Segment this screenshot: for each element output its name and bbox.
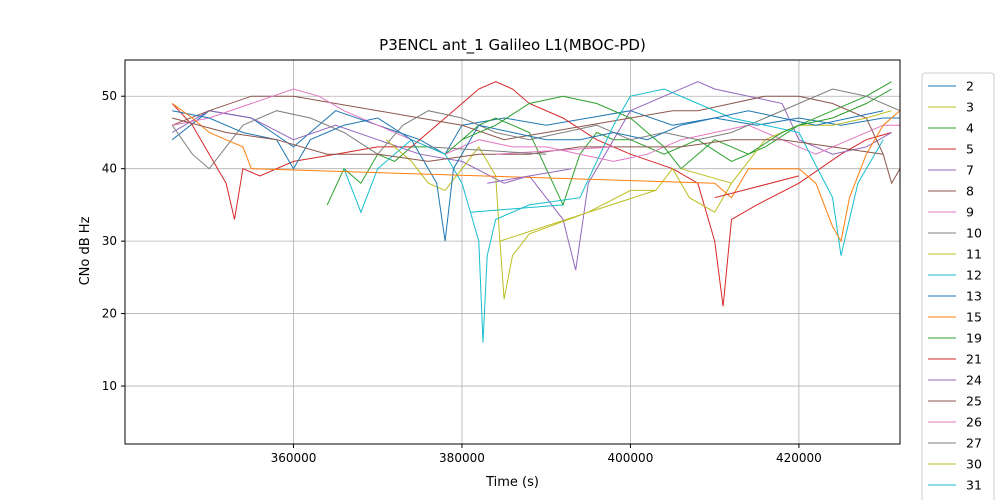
legend-box (921, 72, 995, 500)
legend-label-19: 19 (966, 331, 982, 346)
legend-label-24: 24 (966, 373, 982, 388)
legend-label-11: 11 (966, 247, 982, 262)
legend-label-21: 21 (966, 352, 982, 367)
series-line-25 (172, 117, 884, 162)
series-line-9 (172, 88, 900, 162)
series-line-2 (171, 110, 900, 155)
legend-label-overflow: 33 (966, 499, 982, 500)
series-line-19 (461, 88, 892, 170)
y-axis-label: CNo dB Hz (78, 216, 93, 285)
legend-label-3: 3 (966, 100, 974, 115)
series-line-4 (326, 81, 892, 207)
series-line-24 (487, 168, 572, 184)
plot-area (124, 59, 901, 445)
y-tick-label: 10 (102, 379, 117, 393)
y-tick-label: 40 (102, 162, 117, 176)
series-line-15 (171, 103, 901, 243)
series-line-7 (171, 81, 892, 271)
y-tick-label: 50 (102, 89, 117, 103)
legend-label-15: 15 (966, 310, 982, 325)
legend-label-12: 12 (966, 268, 982, 283)
series-line-31 (470, 204, 564, 213)
series-line-27 (428, 146, 547, 155)
series-line-30 (680, 168, 732, 184)
series-line-26 (495, 146, 614, 155)
legend: 2 3 4 5 7 8 9 10 11 12 13 15 19 21 24 25 26 27 30 31 33 (921, 72, 995, 500)
series-line-8 (172, 95, 901, 185)
x-tick-label: 420000 (776, 451, 822, 465)
legend-label-25: 25 (966, 394, 982, 409)
y-tick-label: 30 (102, 234, 117, 248)
series-line-5 (171, 81, 892, 307)
chart-title: P3ENCL ant_1 Galileo L1(MBOC-PD) (379, 36, 646, 55)
series-line-11 (385, 110, 892, 300)
legend-label-5: 5 (966, 142, 974, 157)
x-axis-label: Time (s) (485, 475, 539, 490)
axis-ticks: 360000 380000 400000 420000 10 20 30 40 50 (102, 89, 822, 465)
series-line-12 (343, 88, 884, 343)
x-tick-label: 380000 (439, 451, 485, 465)
legend-label-4: 4 (966, 121, 974, 136)
legend-label-9: 9 (966, 205, 974, 220)
legend-label-8: 8 (966, 184, 974, 199)
legend-label-10: 10 (966, 226, 982, 241)
legend-label-31: 31 (966, 478, 982, 493)
legend-label-7: 7 (966, 163, 974, 178)
legend-label-26: 26 (966, 415, 982, 430)
legend-label-13: 13 (966, 289, 982, 304)
series-lines (171, 81, 901, 343)
series-line-13 (172, 110, 884, 242)
legend-label-27: 27 (966, 436, 982, 451)
legend-label-30: 30 (966, 457, 982, 472)
grid (125, 60, 900, 444)
x-tick-label: 360000 (271, 451, 317, 465)
legend-label-2: 2 (966, 79, 974, 94)
series-line-21 (714, 175, 800, 199)
x-tick-label: 400000 (608, 451, 654, 465)
y-tick-label: 20 (102, 307, 117, 321)
